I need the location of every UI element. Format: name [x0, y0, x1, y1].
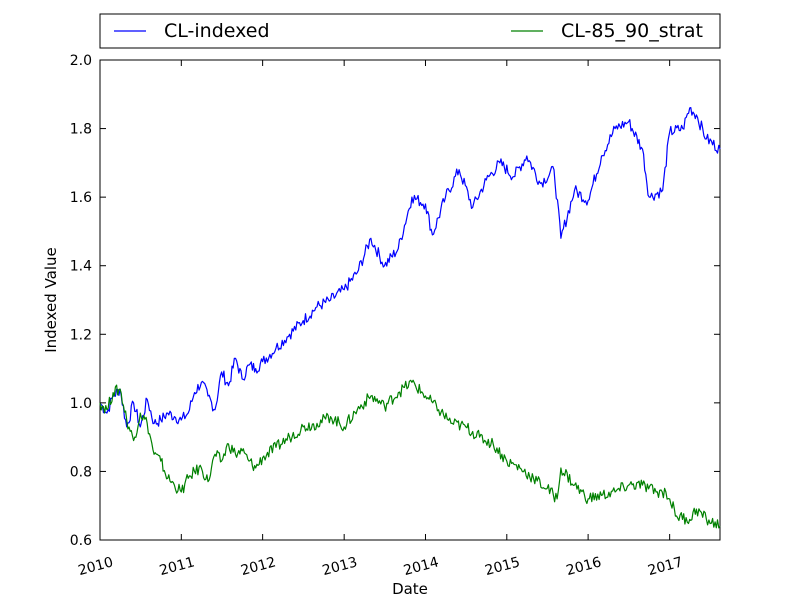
series-line-cl-indexed: [99, 106, 721, 428]
y-tick-label: 0.6: [70, 533, 92, 549]
y-tick-label: 0.8: [70, 464, 92, 480]
series-line-cl-85-90-strat: [99, 379, 721, 529]
x-axis-title: Date: [392, 580, 428, 598]
legend-label-cl-85-90-strat: CL-85_90_strat: [561, 20, 703, 42]
y-tick-label: 1.8: [70, 122, 92, 138]
y-tick-label: 1.2: [70, 327, 92, 343]
plot-area: [99, 59, 721, 541]
y-tick-label: 1.4: [70, 259, 92, 275]
y-tick-label: 2.0: [70, 53, 92, 69]
y-axis: 0.6 0.8 1.0 1.2 1.4 1.6 1.8 2.0: [70, 53, 720, 549]
legend: CL-indexed CL-85_90_strat: [99, 13, 721, 49]
series-layer: [99, 106, 721, 529]
y-tick-label: 1.0: [70, 396, 92, 412]
legend-box: [99, 13, 721, 49]
y-axis-title: Indexed Value: [42, 247, 60, 353]
legend-label-cl-indexed: CL-indexed: [164, 20, 270, 42]
y-tick-label: 1.6: [70, 190, 92, 206]
